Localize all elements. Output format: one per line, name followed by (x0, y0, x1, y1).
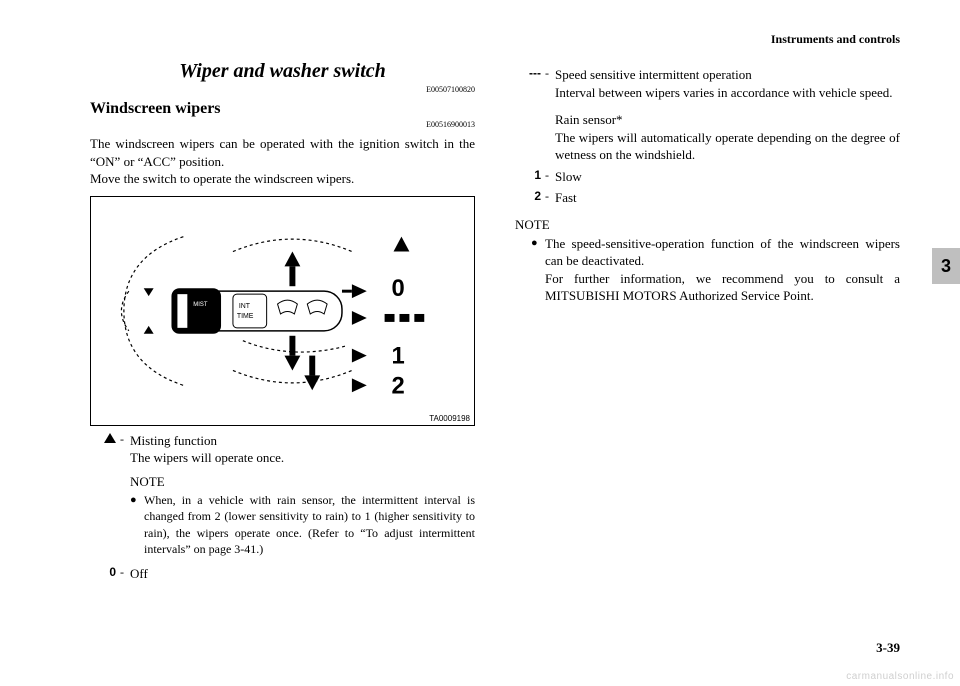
svg-text:2: 2 (392, 372, 405, 399)
spacer (555, 101, 900, 111)
paragraph: Move the switch to operate the windscree… (90, 170, 475, 188)
svg-text:MIST: MIST (193, 302, 208, 308)
bullet-icon: ● (531, 235, 545, 252)
chapter-tab: 3 (932, 248, 960, 284)
watermark: carmanualsonline.info (846, 671, 954, 682)
legend-line: The wipers will automatically operate de… (555, 130, 900, 163)
legend-dash: - (120, 565, 130, 580)
legend-body: Off (130, 565, 475, 583)
legend-body: Misting function The wipers will operate… (130, 432, 475, 561)
legend-list: --- - Speed sensitive intermittent opera… (515, 66, 900, 207)
legend-dash: - (545, 66, 555, 81)
note-text: When, in a vehicle with rain sensor, the… (144, 492, 475, 557)
section-title: Wiper and washer switch (90, 60, 475, 83)
legend-row: - Misting function The wipers will opera… (90, 432, 475, 561)
legend-list: - Misting function The wipers will opera… (90, 432, 475, 583)
chapter-title: Instruments and controls (771, 32, 900, 47)
legend-line: Interval between wipers varies in accord… (555, 85, 893, 100)
manual-page: Instruments and controls Wiper and washe… (0, 0, 960, 686)
svg-text:1: 1 (392, 342, 405, 369)
legend-line: Misting function (130, 433, 217, 448)
svg-text:INT: INT (239, 303, 251, 310)
legend-dash: - (120, 432, 130, 447)
legend-body: Slow (555, 168, 900, 186)
note-line: The speed-sensitive-operation function o… (545, 236, 900, 269)
svg-text:TIME: TIME (237, 313, 254, 320)
left-column: Wiper and washer switch E00507100820 Win… (90, 60, 475, 587)
subsection-code: E00516900013 (90, 120, 475, 129)
legend-dash: - (545, 168, 555, 183)
figure-code: TA0009198 (429, 414, 470, 423)
legend-body: Speed sensitive intermittent operation I… (555, 66, 900, 164)
paragraph: The windscreen wipers can be operated wi… (90, 135, 475, 170)
content-columns: Wiper and washer switch E00507100820 Win… (90, 60, 900, 587)
legend-line: The wipers will operate once. (130, 450, 284, 465)
note-list: ● The speed-sensitive-operation function… (515, 235, 900, 305)
legend-row: 2 - Fast (515, 189, 900, 207)
note-list: ● When, in a vehicle with rain sensor, t… (130, 492, 475, 557)
note-heading: NOTE (130, 473, 475, 491)
subsection-title: Windscreen wipers (90, 100, 475, 118)
wiper-switch-diagram: MIST INT TIME (91, 197, 474, 425)
legend-body: Fast (555, 189, 900, 207)
svg-text:0: 0 (392, 275, 405, 302)
legend-key-icon (90, 432, 120, 446)
legend-line: Speed sensitive intermittent operation (555, 67, 752, 82)
legend-key: 0 (90, 565, 120, 579)
legend-key: 1 (515, 168, 545, 182)
bullet-icon: ● (130, 492, 144, 509)
section-code: E00507100820 (90, 85, 475, 94)
note-heading: NOTE (515, 217, 900, 233)
legend-dash: - (545, 189, 555, 204)
legend-row: 1 - Slow (515, 168, 900, 186)
legend-row: --- - Speed sensitive intermittent opera… (515, 66, 900, 164)
legend-key: --- (515, 66, 545, 80)
right-column: --- - Speed sensitive intermittent opera… (515, 60, 900, 587)
legend-row: 0 - Off (90, 565, 475, 583)
note-text: The speed-sensitive-operation function o… (545, 235, 900, 305)
wiper-switch-figure: MIST INT TIME (90, 196, 475, 426)
legend-key: 2 (515, 189, 545, 203)
note-line: For further information, we recommend yo… (545, 271, 900, 304)
legend-line: Rain sensor* (555, 112, 623, 127)
page-number: 3-39 (876, 640, 900, 656)
